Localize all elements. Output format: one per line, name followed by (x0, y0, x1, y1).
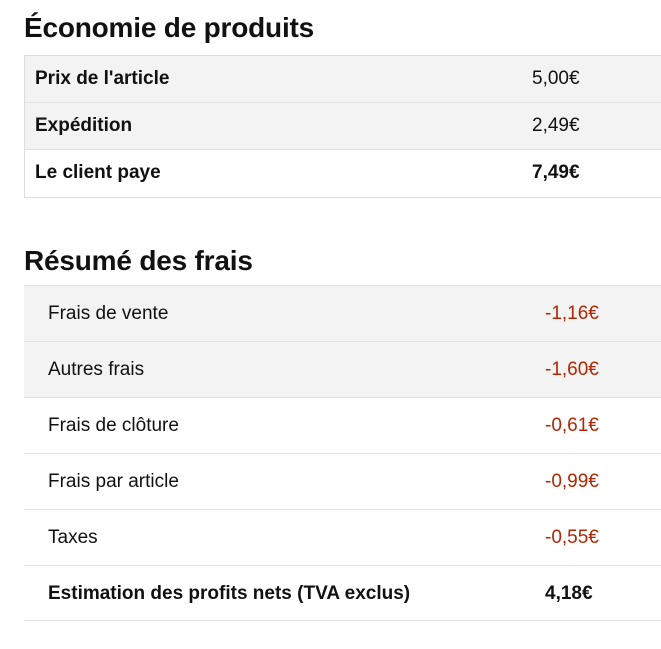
fee-row-value: -1,60€ (545, 359, 599, 380)
econ-row-item-price: Prix de l'article 5,00€ (25, 56, 661, 103)
fee-row-closing-fee: Frais de clôture -0,61€ (24, 397, 661, 453)
fee-row-value: -1,16€ (545, 303, 599, 324)
fee-row-taxes: Taxes -0,55€ (24, 509, 661, 565)
fee-row-label: Frais par article (48, 471, 179, 492)
net-profit-value: 4,18€ (545, 583, 593, 604)
econ-row-value: 2,49€ (532, 115, 580, 136)
econ-row-label: Prix de l'article (35, 68, 170, 89)
fee-row-label: Frais de vente (48, 303, 169, 324)
fee-row-label: Autres frais (48, 359, 145, 380)
econ-row-label: Le client paye (35, 162, 161, 183)
econ-row-label: Expédition (35, 115, 133, 136)
fee-row-value: -0,55€ (545, 527, 599, 548)
econ-row-value: 7,49€ (532, 162, 580, 183)
fees-summary-title: Résumé des frais (24, 245, 253, 276)
fee-row-label: Taxes (48, 527, 98, 548)
econ-row-shipping: Expédition 2,49€ (25, 103, 661, 150)
fee-row-value: -0,61€ (545, 415, 599, 436)
fees-summary-table: Frais de vente -1,16€ Autres frais -1,60… (24, 285, 661, 621)
fee-row-value: -0,99€ (545, 471, 599, 492)
econ-row-customer-pays: Le client paye 7,49€ (25, 150, 661, 197)
fee-row-label: Frais de clôture (48, 415, 179, 436)
fee-row-selling-fee: Frais de vente -1,16€ (24, 285, 661, 341)
net-profit-label: Estimation des profits nets (TVA exclus) (48, 583, 411, 604)
fee-row-net-profit-estimate: Estimation des profits nets (TVA exclus)… (24, 565, 661, 621)
fee-row-per-item-fee: Frais par article -0,99€ (24, 453, 661, 509)
fee-row-other-fees: Autres frais -1,60€ (24, 341, 661, 397)
product-economics-table: Prix de l'article 5,00€ Expédition 2,49€… (24, 55, 661, 198)
econ-row-value: 5,00€ (532, 68, 580, 89)
product-economics-title: Économie de produits (24, 12, 315, 43)
